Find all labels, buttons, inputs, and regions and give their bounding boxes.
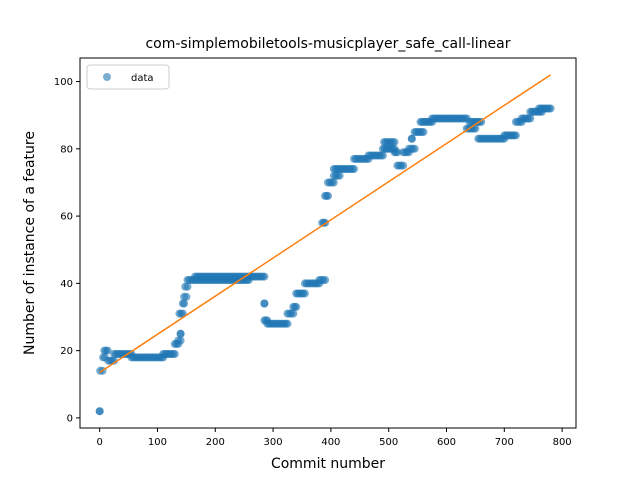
data-point: [170, 350, 179, 358]
data-point: [321, 276, 330, 284]
legend-label-data: data: [131, 73, 154, 84]
plot-area: [95, 74, 555, 416]
x-tick-label: 200: [206, 437, 225, 448]
legend-box: [86, 64, 170, 90]
data-point: [300, 289, 309, 298]
y-axis-title: Number of instance of a feature: [22, 131, 38, 355]
y-tick-label: 100: [54, 77, 73, 88]
data-point: [399, 161, 408, 170]
data-point: [260, 299, 269, 308]
data-point: [335, 171, 344, 180]
data-point: [410, 144, 419, 153]
y-tick-label: 20: [60, 346, 73, 357]
data-point: [350, 165, 358, 173]
data-point: [511, 131, 520, 140]
chart-title: com-simplemobiletools-musicplayer_safe_c…: [145, 36, 510, 52]
y-tick-label: 40: [60, 279, 73, 290]
x-tick-label: 0: [96, 437, 102, 448]
data-point: [546, 104, 555, 113]
data-point: [407, 134, 416, 143]
data-point: [378, 151, 387, 160]
data-point: [324, 191, 332, 200]
x-tick-label: 300: [264, 437, 283, 448]
y-tick-label: 60: [60, 212, 73, 223]
x-tick-label: 600: [437, 437, 456, 448]
x-tick-label: 100: [148, 437, 167, 448]
data-point: [292, 302, 301, 311]
x-tick-label: 500: [379, 437, 398, 448]
data-point: [182, 292, 191, 301]
axis-ticks: 0 100 200 300 400 500 600 700 800 0 20 40 60 80 100: [54, 77, 572, 448]
x-tick-label: 700: [495, 437, 514, 448]
data-point: [393, 148, 402, 157]
data-point: [260, 272, 269, 281]
data-point: [390, 138, 399, 147]
legend-marker-data: [103, 73, 111, 81]
data-point: [110, 356, 119, 365]
data-point: [283, 319, 292, 328]
y-tick-label: 80: [60, 144, 73, 155]
data-point: [419, 128, 428, 136]
data-point: [103, 346, 112, 355]
x-axis-title: Commit number: [271, 456, 385, 472]
legend: data: [86, 64, 170, 90]
x-tick-label: 800: [553, 437, 572, 448]
data-points: [95, 104, 555, 416]
data-point: [176, 336, 185, 345]
linear-fit-line: [99, 74, 551, 374]
x-tick-label: 400: [321, 437, 340, 448]
data-point: [526, 114, 535, 123]
data-point: [183, 282, 192, 291]
data-point: [95, 407, 104, 416]
data-point: [180, 299, 189, 308]
plot-frame: [79, 57, 577, 429]
y-tick-label: 0: [67, 413, 73, 424]
data-point: [176, 329, 185, 338]
data-point: [289, 309, 298, 318]
data-point: [329, 178, 338, 187]
